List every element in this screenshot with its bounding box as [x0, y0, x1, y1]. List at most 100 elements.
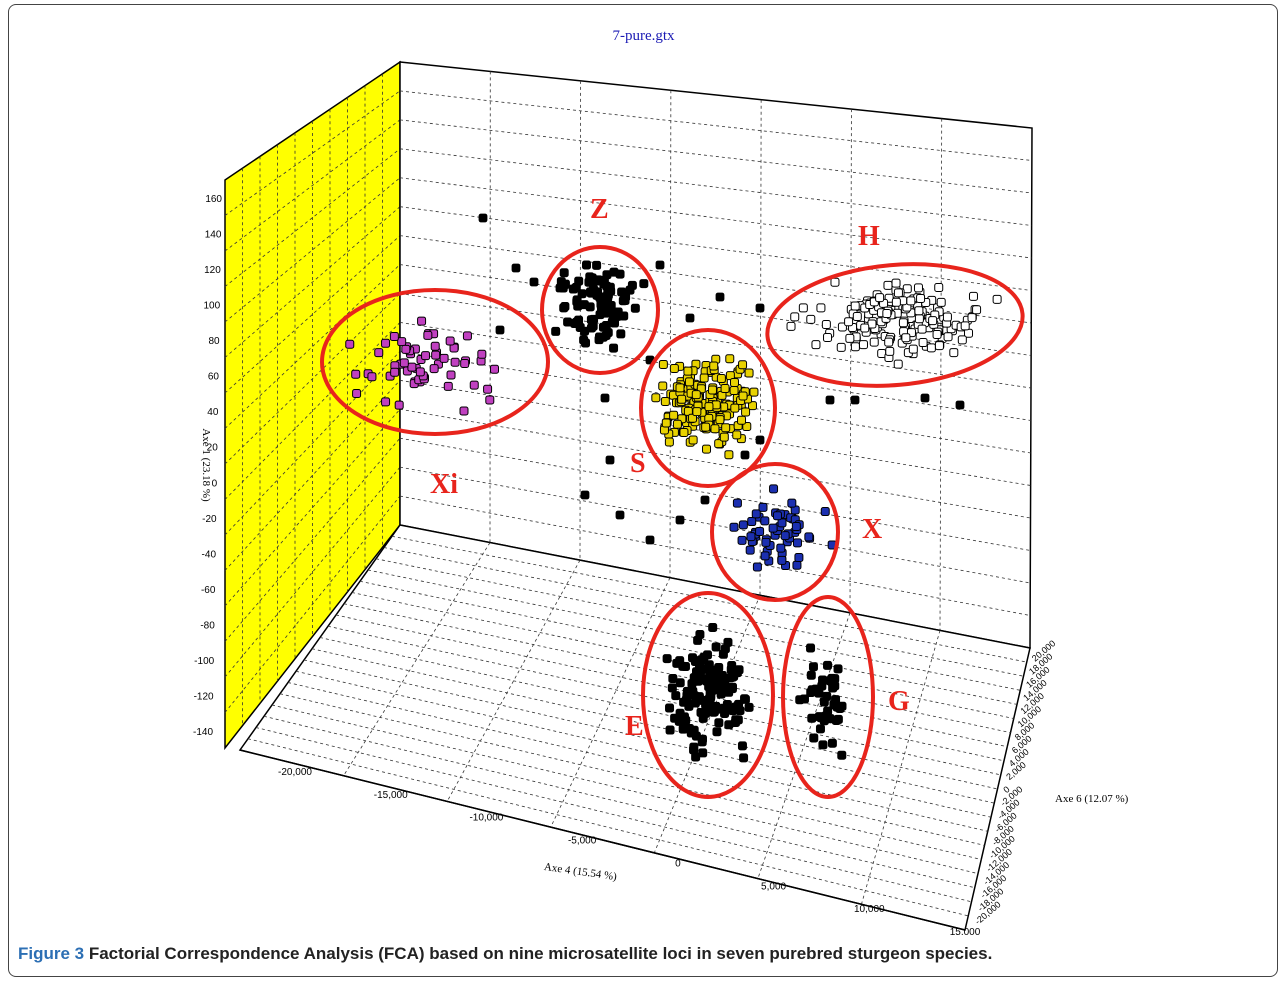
cluster-label: G: [888, 686, 910, 717]
scatter-point: [870, 338, 878, 346]
scatter-point: [738, 416, 746, 424]
scatter-point: [944, 333, 952, 341]
scatter-point: [738, 742, 746, 750]
scatter-point: [907, 297, 915, 305]
scatter-point: [909, 345, 917, 353]
scatter-point: [662, 419, 670, 427]
scatter-point: [583, 261, 591, 269]
scatter-point: [451, 358, 459, 366]
cluster-label: Z: [590, 194, 609, 225]
scatter-point: [440, 354, 448, 362]
scatter-point: [793, 539, 801, 547]
vertical-axis-tick: -20: [202, 514, 217, 525]
scatter-point: [739, 361, 747, 369]
scatter-point: [557, 278, 565, 286]
scatter-point: [884, 281, 892, 289]
scatter-point: [646, 536, 654, 544]
scatter-point: [601, 394, 609, 402]
scatter-point: [918, 325, 926, 333]
scatter-point: [729, 707, 737, 715]
scatter-point: [762, 538, 770, 546]
x-axis-tick: 5,000: [761, 881, 786, 892]
scatter-point: [631, 304, 639, 312]
x-axis-tick: 15,000: [950, 927, 981, 935]
scatter-point: [702, 423, 710, 431]
scatter-point: [696, 631, 704, 639]
scatter-point: [595, 336, 603, 344]
scatter-point: [733, 431, 741, 439]
scatter-point: [689, 436, 697, 444]
scatter-point: [712, 643, 720, 651]
scatter-point: [846, 334, 854, 342]
scatter-point: [937, 298, 945, 306]
scatter-point: [670, 365, 678, 373]
scatter-point: [390, 333, 398, 341]
scatter-point: [668, 684, 676, 692]
scatter-point: [672, 692, 680, 700]
scatter-point: [573, 298, 581, 306]
scatter-point: [822, 320, 830, 328]
scatter-point: [479, 214, 487, 222]
scatter-point: [676, 384, 684, 392]
scatter-point: [969, 292, 977, 300]
vertical-axis-label: Axe 1 (23.18 %): [200, 428, 212, 502]
scatter-point: [687, 729, 695, 737]
scatter-point: [777, 544, 785, 552]
scatter-point: [838, 751, 846, 759]
scatter-point: [733, 499, 741, 507]
scatter-point: [416, 368, 424, 376]
scatter-point: [702, 675, 710, 683]
scatter-point: [564, 318, 572, 326]
scatter-point: [876, 294, 884, 302]
scatter-point: [917, 294, 925, 302]
scatter-point: [943, 313, 951, 321]
scatter-point: [817, 304, 825, 312]
scatter-point: [596, 311, 604, 319]
scatter-point: [950, 349, 958, 357]
scatter-point: [756, 436, 764, 444]
scatter-point: [851, 343, 859, 351]
scatter-point: [892, 298, 900, 306]
scatter-point: [686, 314, 694, 322]
scatter-point: [656, 261, 664, 269]
scatter-point: [484, 385, 492, 393]
scatter-point: [616, 270, 624, 278]
scatter-point: [805, 533, 813, 541]
scatter-point: [730, 379, 738, 387]
scatter-point: [666, 704, 674, 712]
scatter-point: [346, 340, 354, 348]
scatter-point: [670, 411, 678, 419]
scatter-point: [616, 511, 624, 519]
scatter-point: [935, 342, 943, 350]
scatter-point: [665, 438, 673, 446]
scatter-point: [701, 496, 709, 504]
scatter-point: [430, 365, 438, 373]
scatter-point: [711, 425, 719, 433]
scatter-point: [722, 424, 730, 432]
scatter-point: [719, 650, 727, 658]
scatter-point: [968, 314, 976, 322]
scatter-point: [710, 362, 718, 370]
scatter-point: [368, 373, 376, 381]
scatter-point: [836, 704, 844, 712]
scatter-point: [680, 428, 688, 436]
cluster-label: H: [858, 221, 880, 252]
scatter-point: [739, 392, 747, 400]
scatter-point: [713, 728, 721, 736]
scatter-point: [793, 561, 801, 569]
scatter-point: [691, 692, 699, 700]
scatter-point: [915, 307, 923, 315]
scatter-point: [741, 695, 749, 703]
scatter-point: [593, 261, 601, 269]
scatter-point: [720, 433, 728, 441]
scatter-point: [569, 285, 577, 293]
scatter-point: [807, 315, 815, 323]
scatter-point: [640, 280, 648, 288]
scatter-point: [585, 278, 593, 286]
scatter-point: [446, 337, 454, 345]
scatter-point: [973, 306, 981, 314]
scatter-point: [560, 269, 568, 277]
vertical-axis-tick: 140: [205, 230, 222, 241]
scatter-point: [716, 416, 724, 424]
scatter-point: [919, 339, 927, 347]
